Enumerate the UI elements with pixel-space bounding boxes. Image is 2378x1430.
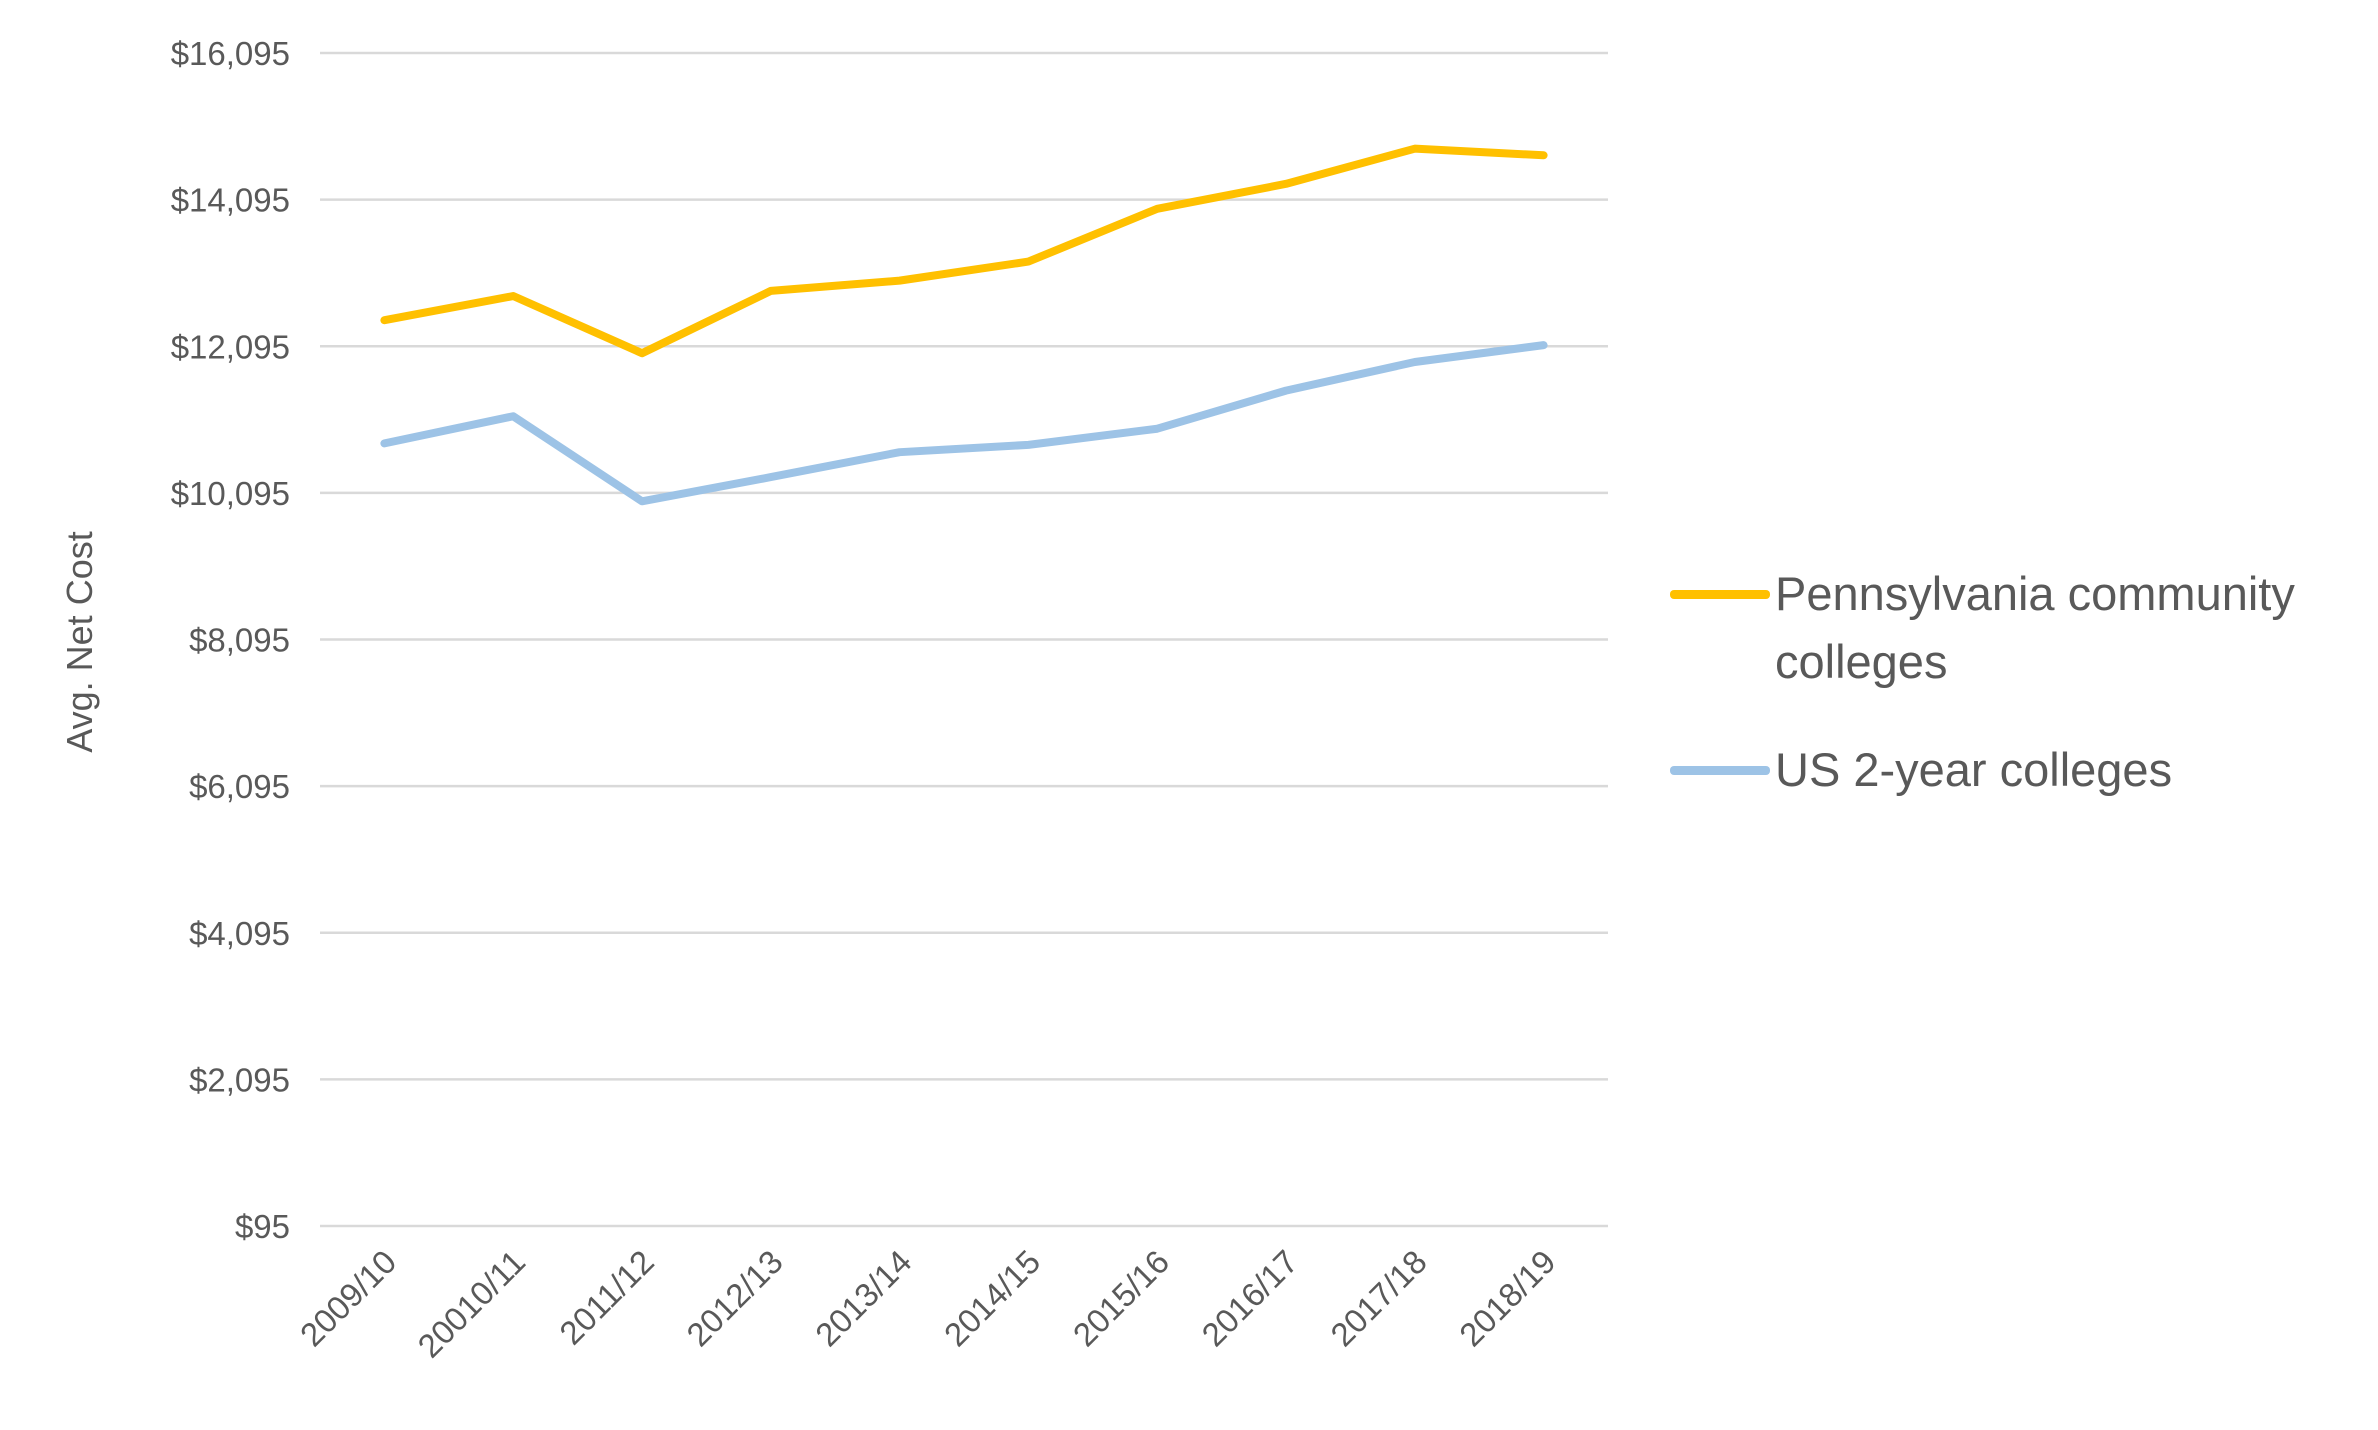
x-tick-label-2018-19: 2018/19 — [1452, 1243, 1563, 1354]
x-tick-label-2013-14: 2013/14 — [808, 1243, 919, 1354]
gridlines — [320, 51, 1608, 1228]
series-lines — [380, 144, 1548, 506]
legend-item-us-2-year[interactable]: US 2-year colleges — [1670, 736, 2370, 804]
x-tick-label-2009-10: 2009/10 — [293, 1243, 404, 1354]
x-tick-label-2014-15: 2014/15 — [937, 1243, 1048, 1354]
x-tick-label-2012-13: 2012/13 — [679, 1243, 790, 1354]
y-tick-label-16095: $16,095 — [171, 35, 290, 72]
y-tick-label-14095: $14,095 — [171, 182, 290, 219]
legend: Pennsylvania community colleges US 2-yea… — [1670, 560, 2370, 844]
y-tick-label-2095: $2,095 — [189, 1061, 290, 1098]
x-tick-label-20010-11: 20010/11 — [410, 1243, 532, 1365]
y-tick-label-95: $95 — [235, 1208, 290, 1245]
y-axis-title: Avg. Net Cost — [59, 531, 100, 752]
legend-swatch-pennsylvania — [1670, 590, 1770, 599]
x-tick-label-2016-17: 2016/17 — [1194, 1243, 1305, 1354]
x-axis-ticks: 2009/10 20010/11 2011/12 2012/13 2013/14 2014… — [293, 1243, 1563, 1365]
y-tick-label-6095: $6,095 — [189, 768, 290, 805]
legend-label-pennsylvania: Pennsylvania community colleges — [1775, 567, 2295, 688]
y-axis-ticks: $95 $2,095 $4,095 $6,095 $8,095 $10,095 $12,09… — [171, 35, 290, 1245]
legend-swatch-us-2-year — [1670, 766, 1770, 775]
x-tick-label-2015-16: 2015/16 — [1066, 1243, 1177, 1354]
x-tick-label-2017-18: 2017/18 — [1323, 1243, 1434, 1354]
series-line-us-2-year-colleges[interactable] — [380, 341, 1548, 506]
legend-label-us-2-year: US 2-year colleges — [1775, 743, 2173, 796]
x-tick-label-2011-12: 2011/12 — [552, 1243, 661, 1352]
y-tick-label-10095: $10,095 — [171, 475, 290, 512]
legend-item-pennsylvania[interactable]: Pennsylvania community colleges — [1670, 560, 2370, 696]
series-line-pennsylvania-community-colleges[interactable] — [380, 144, 1548, 358]
y-tick-label-8095: $8,095 — [189, 622, 290, 659]
y-tick-label-12095: $12,095 — [171, 328, 290, 365]
y-tick-label-4095: $4,095 — [189, 915, 290, 952]
